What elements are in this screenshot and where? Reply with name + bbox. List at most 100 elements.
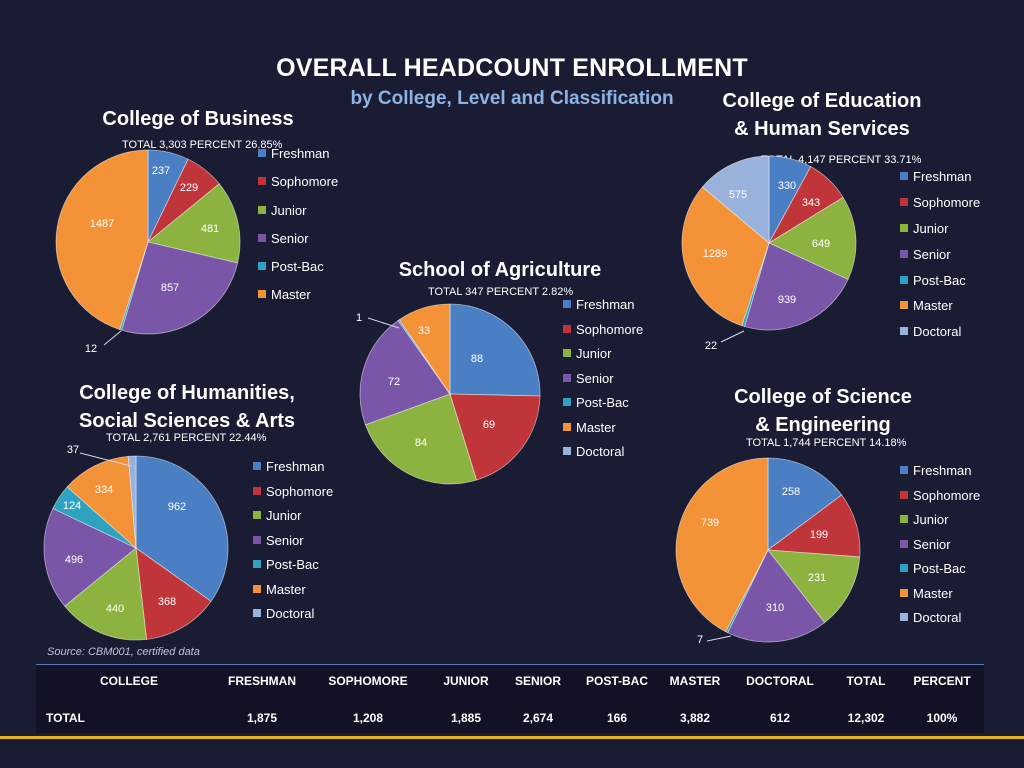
table-cell: 1,885 bbox=[450, 711, 482, 725]
agriculture-legend-item: Post-Bac bbox=[563, 395, 643, 420]
legend-swatch bbox=[258, 177, 266, 186]
legend-swatch bbox=[258, 149, 266, 157]
agriculture-label-junior: 84 bbox=[414, 437, 428, 449]
legend-swatch bbox=[253, 560, 261, 568]
legend-swatch bbox=[253, 584, 261, 593]
humanities-legend: Freshman Sophomore Junior Senior Post-Bac Mas… bbox=[253, 459, 333, 631]
science-title-line2: & Engineering bbox=[755, 414, 891, 436]
legend-label: Master bbox=[913, 585, 953, 601]
humanities-legend-item: Sophomore bbox=[253, 484, 333, 509]
legend-swatch bbox=[258, 290, 266, 299]
agriculture-slice-senior bbox=[359, 319, 451, 426]
table-cell: DOCTORAL bbox=[746, 674, 814, 688]
education-slice-junior bbox=[768, 196, 857, 280]
science-title-line1: College of Science bbox=[734, 386, 912, 408]
education-pie bbox=[681, 155, 857, 343]
education-label-junior: 649 bbox=[811, 238, 831, 250]
business-total: TOTAL 3,303 PERCENT 26.85% bbox=[122, 139, 283, 151]
agriculture-legend-item: Master bbox=[563, 420, 643, 445]
agriculture-legend-item: Doctoral bbox=[563, 444, 643, 469]
legend-swatch bbox=[900, 466, 908, 474]
education-slice-master bbox=[681, 186, 770, 327]
legend-swatch bbox=[563, 447, 571, 455]
education-label-freshman: 330 bbox=[777, 180, 797, 192]
science-slice-master bbox=[675, 457, 769, 633]
humanities-legend-item: Freshman bbox=[253, 459, 333, 484]
legend-label: Senior bbox=[271, 230, 309, 246]
table-cell: 2,674 bbox=[522, 711, 554, 725]
legend-label: Post-Bac bbox=[913, 561, 966, 576]
humanities-title-line1: College of Humanities, bbox=[79, 382, 295, 404]
science-label-senior: 310 bbox=[765, 602, 785, 614]
legend-label: Junior bbox=[271, 202, 307, 218]
agriculture-legend-item: Junior bbox=[563, 346, 643, 371]
legend-swatch bbox=[563, 324, 571, 333]
business-label-sophomore: 229 bbox=[179, 182, 199, 194]
science-label-sophomore: 199 bbox=[809, 529, 829, 541]
business-legend-item: Junior bbox=[258, 203, 338, 231]
legend-label: Senior bbox=[576, 370, 614, 386]
education-legend-item: Post-Bac bbox=[900, 273, 980, 299]
humanities-legend-item: Post-Bac bbox=[253, 557, 333, 582]
humanities-legend-item: Senior bbox=[253, 533, 333, 558]
science-slice-senior bbox=[727, 549, 826, 643]
legend-swatch bbox=[258, 205, 266, 214]
education-legend-item: Freshman bbox=[900, 169, 980, 195]
table-cell: SENIOR bbox=[514, 674, 562, 688]
humanities-legend-item: Master bbox=[253, 582, 333, 607]
legend-swatch bbox=[900, 588, 908, 597]
agriculture-label-freshman: 88 bbox=[470, 353, 484, 365]
legend-label: Junior bbox=[913, 220, 949, 236]
education-slice-doctoral bbox=[701, 155, 770, 244]
table-cell: JUNIOR bbox=[443, 674, 489, 688]
science-legend-item: Doctoral bbox=[900, 610, 980, 635]
legend-label: Sophomore bbox=[576, 321, 644, 337]
legend-swatch bbox=[900, 515, 908, 523]
agriculture-legend-item: Freshman bbox=[563, 297, 643, 322]
business-label-senior: 857 bbox=[160, 282, 180, 294]
table-cell: 1,875 bbox=[246, 711, 278, 725]
legend-label: Doctoral bbox=[576, 444, 625, 459]
table-cell: 3,882 bbox=[679, 711, 711, 725]
legend-swatch bbox=[900, 172, 908, 180]
humanities-legend-item: Junior bbox=[253, 508, 333, 533]
science-leader-line bbox=[706, 635, 732, 642]
legend-label: Senior bbox=[913, 246, 951, 262]
legend-swatch bbox=[253, 462, 261, 470]
source-note: Source: CBM001, certified data bbox=[47, 646, 200, 658]
business-label-freshman: 237 bbox=[151, 165, 171, 177]
agriculture-slice-sophomore bbox=[449, 393, 541, 481]
business-slice-senior bbox=[121, 241, 239, 335]
legend-swatch bbox=[900, 197, 908, 206]
business-label-junior: 481 bbox=[200, 223, 220, 235]
science-legend-item: Post-Bac bbox=[900, 561, 980, 586]
legend-label: Master bbox=[271, 287, 311, 303]
agriculture-total: TOTAL 347 PERCENT 2.82% bbox=[428, 286, 574, 298]
science-slice-freshman bbox=[767, 457, 843, 551]
science-slice-sophomore bbox=[766, 494, 861, 558]
science-legend-item: Freshman bbox=[900, 463, 980, 488]
legend-swatch bbox=[563, 398, 571, 406]
table-cell: POST-BAC bbox=[585, 674, 649, 688]
table-cell: 166 bbox=[606, 711, 628, 725]
education-legend-item: Junior bbox=[900, 221, 980, 247]
education-legend-item: Sophomore bbox=[900, 195, 980, 221]
science-legend-item: Master bbox=[900, 586, 980, 611]
business-legend-item: Senior bbox=[258, 231, 338, 259]
legend-swatch bbox=[900, 613, 908, 621]
agriculture-label-post-bac: 1 bbox=[355, 312, 363, 324]
agriculture-label-senior: 72 bbox=[387, 376, 401, 388]
business-leader-line bbox=[103, 330, 122, 346]
business-legend: Freshman Sophomore Junior Senior Post-Bac Mas… bbox=[258, 146, 338, 316]
agriculture-slice-master bbox=[398, 303, 451, 396]
agriculture-pie bbox=[359, 303, 541, 485]
education-leader-line bbox=[720, 330, 745, 343]
humanities-label-post-bac: 124 bbox=[62, 500, 82, 512]
legend-label: Master bbox=[576, 419, 616, 435]
legend-label: Doctoral bbox=[913, 610, 962, 625]
legend-swatch bbox=[258, 262, 266, 271]
agriculture-title: School of Agriculture bbox=[398, 259, 602, 281]
science-legend-item: Junior bbox=[900, 512, 980, 537]
business-legend-item: Post-Bac bbox=[258, 259, 338, 287]
